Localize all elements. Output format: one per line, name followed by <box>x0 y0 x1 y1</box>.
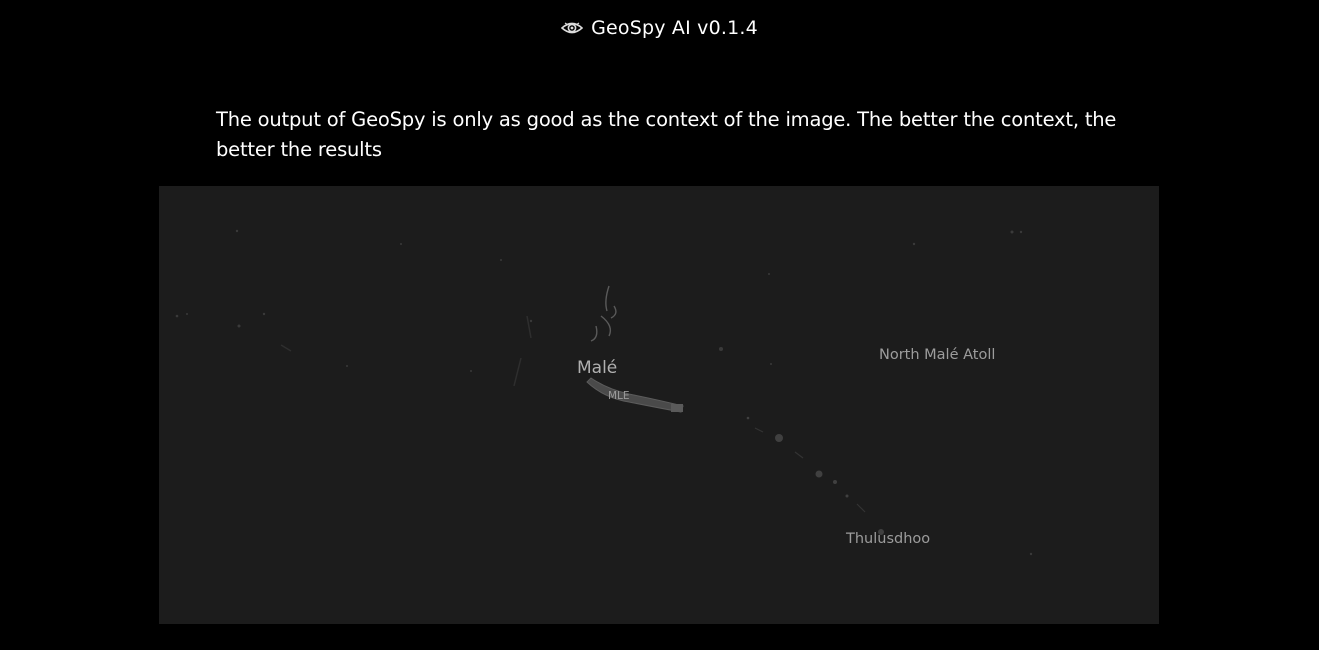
map-terrain <box>175 229 1033 556</box>
map-label-male: Malé <box>577 358 618 378</box>
app-title: GeoSpy AI v0.1.4 <box>591 17 758 39</box>
map-label-island: Thulusdhoo <box>846 531 931 547</box>
context-notice: The output of GeoSpy is only as good as … <box>216 108 1117 161</box>
map-view[interactable]: Malé MLE North Malé Atoll Thulusdhoo <box>159 186 1159 624</box>
eye-icon <box>560 19 584 37</box>
app-header: GeoSpy AI v0.1.4 <box>0 14 1319 42</box>
map-label-atoll: North Malé Atoll <box>879 347 996 363</box>
map-label-airport: MLE <box>608 390 630 402</box>
